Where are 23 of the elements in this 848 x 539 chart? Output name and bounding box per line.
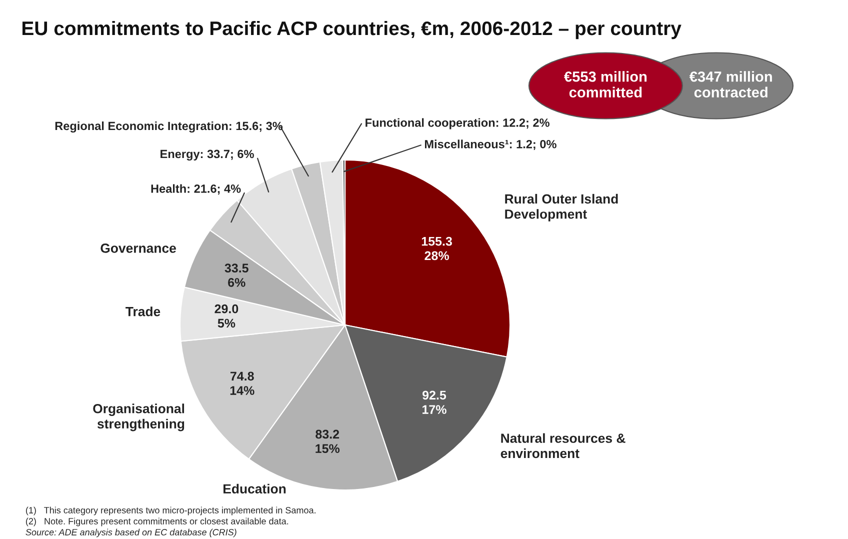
slice-label: Health: 21.6; 4% (151, 184, 241, 195)
slice-label: Education (224, 484, 286, 494)
data-label: 74.8 14% (230, 372, 254, 395)
slice-label: Functional cooperation: 12.2; 2% (366, 118, 550, 130)
text: €553 million committed (564, 71, 647, 98)
slice-label: Rural Outer Island Development (505, 194, 618, 222)
data-label: 155.3 28% (422, 236, 452, 260)
text: €347 million contracted (689, 71, 772, 98)
text: (1) This category represents two micro-projects implemented in Samoa. (26, 506, 316, 516)
data-label: 29.0 5% (214, 304, 238, 328)
slice-label: Natural resources & environment (500, 433, 626, 458)
slice-label: Regional Economic Integration: 15.6; 3% (55, 121, 283, 133)
text: (2) Note. Figures present commitments or closest available data. (26, 518, 288, 526)
data-label: 92.5 17% (422, 390, 446, 414)
slice-label: Miscellaneous¹: 1.2; 0% (424, 140, 556, 150)
data-label: 33.5 6% (224, 264, 248, 287)
data-label: 83.2 15% (316, 430, 340, 454)
slice-label: Trade (126, 306, 160, 316)
chart-title: EU commitments to Pacific ACP countries, €m, 2006-2012 – per country (22, 20, 682, 40)
slice-label: Organisational strengthening (93, 404, 184, 432)
slice-label: Governance (100, 244, 176, 253)
source-note: Source: ADE analysis based on EC database (CRIS) (26, 528, 236, 538)
slice-label: Energy: 33.7; 6% (160, 150, 254, 161)
